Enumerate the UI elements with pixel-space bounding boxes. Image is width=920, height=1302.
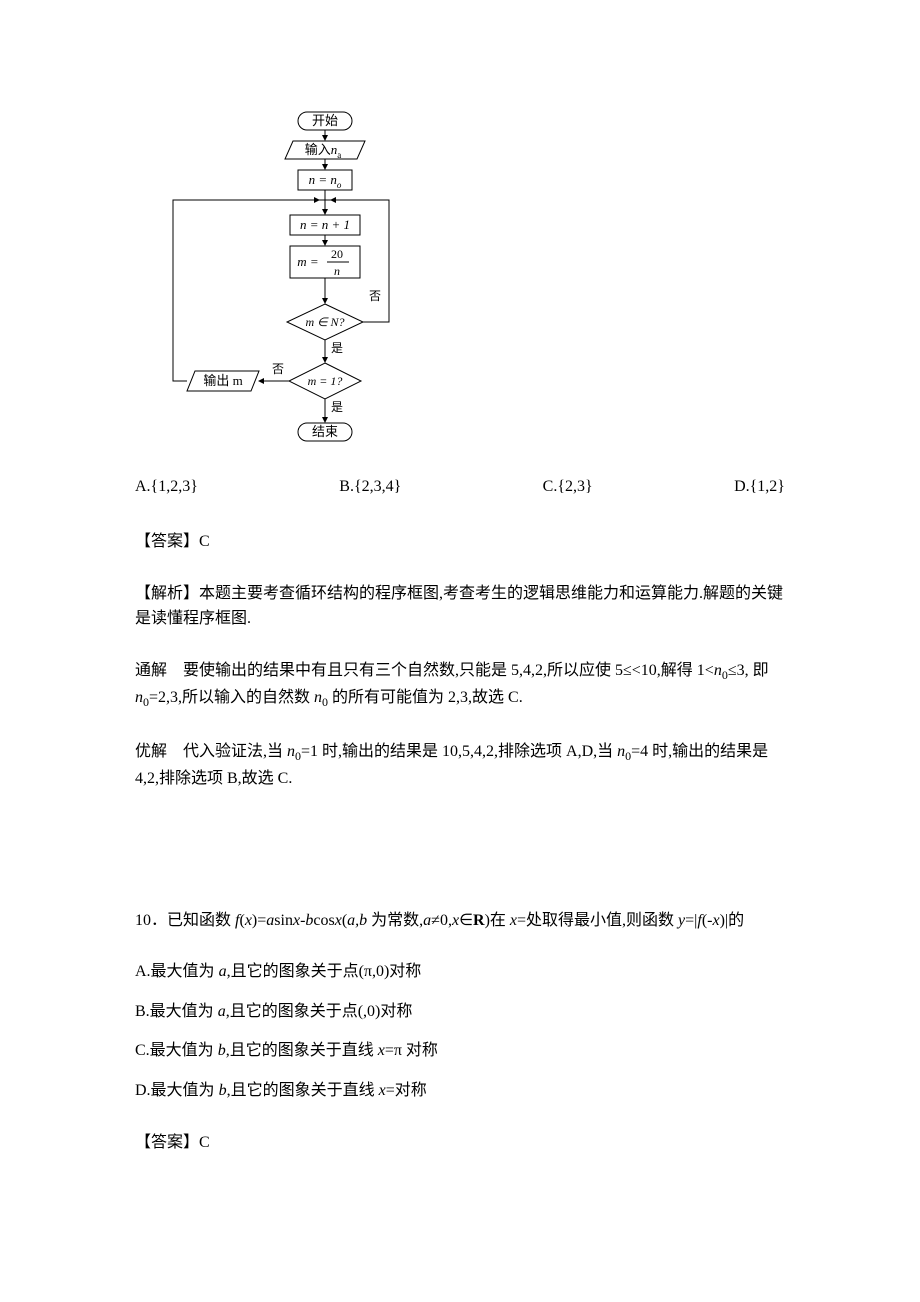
var-x: x xyxy=(452,912,459,929)
text: 的所有可能值为 2,3,故选 C. xyxy=(328,689,523,706)
options-row: A.{1,2,3} B.{2,3,4} C.{2,3} D.{1,2} xyxy=(135,474,785,500)
text: )= xyxy=(252,912,266,929)
text: B.最大值为 xyxy=(135,1003,218,1020)
flow-end: 结束 xyxy=(312,424,338,439)
var-x: x xyxy=(245,912,252,929)
text: ≤3, 即 xyxy=(728,662,769,679)
text: =2,3,所以输入的自然数 xyxy=(149,689,314,706)
text: 通解 要使输出的结果中有且只有三个自然数,只能是 5,4,2,所以应使 5≤<1… xyxy=(135,662,714,679)
var-ab: a,b xyxy=(347,912,367,929)
flow-cond1-no: 否 xyxy=(369,289,381,303)
text: 为常数, xyxy=(367,912,423,929)
text: )|的 xyxy=(720,912,745,929)
var-a: a xyxy=(218,1003,226,1020)
flow-m-eq-num: 20 xyxy=(331,247,343,261)
text: =π 对称 xyxy=(385,1042,438,1059)
q10-option-b: B.最大值为 a,且它的图象关于点(,0)对称 xyxy=(135,999,785,1025)
var-a: a xyxy=(219,963,227,980)
option-d: D.{1,2} xyxy=(734,474,785,500)
var-x: x xyxy=(379,1082,386,1099)
var-n0: n xyxy=(287,743,295,760)
var-x: x xyxy=(378,1042,385,1059)
text: ,且它的图象关于点(,0)对称 xyxy=(226,1003,413,1020)
text: =| xyxy=(685,912,697,929)
flowchart: 开始 输入na n = no n = n + 1 m = xyxy=(165,110,395,464)
flow-cond2: m = 1? xyxy=(308,374,343,388)
var-a: a xyxy=(423,912,431,929)
set-R: R xyxy=(473,912,485,929)
var-b: b xyxy=(218,1042,226,1059)
var-x: x xyxy=(713,912,720,929)
flow-output: 输出 m xyxy=(203,373,242,388)
text: A.最大值为 xyxy=(135,963,219,980)
var-n0: n xyxy=(314,689,322,706)
analysis-9-tong: 通解 要使输出的结果中有且只有三个自然数,只能是 5,4,2,所以应使 5≤<1… xyxy=(135,658,785,713)
flowchart-svg: 开始 输入na n = no n = n + 1 m = xyxy=(165,110,395,455)
text: cos xyxy=(313,912,334,929)
text: (- xyxy=(702,912,713,929)
analysis-9-intro: 【解析】本题主要考查循环结构的程序框图,考查考生的逻辑思维能力和运算能力.解题的… xyxy=(135,581,785,632)
spacer xyxy=(135,818,785,908)
var-x: x xyxy=(335,912,342,929)
page: 开始 输入na n = no n = n + 1 m = xyxy=(0,0,920,1302)
option-c: C.{2,3} xyxy=(543,474,593,500)
flow-cond2-no: 否 xyxy=(272,362,284,376)
option-b: B.{2,3,4} xyxy=(339,474,401,500)
text: ,且它的图象关于点(π,0)对称 xyxy=(227,963,422,980)
text: ,且它的图象关于直线 xyxy=(227,1082,379,1099)
answer-10: 【答案】C xyxy=(135,1130,785,1156)
text: 优解 代入验证法,当 xyxy=(135,743,287,760)
q10-number: 10． xyxy=(135,912,167,929)
question-10: 10．已知函数 f(x)=asinx-bcosx(a,b 为常数,a≠0,x∈R… xyxy=(135,908,785,934)
text: ,且它的图象关于直线 xyxy=(226,1042,378,1059)
text: ≠0, xyxy=(431,912,452,929)
q10-option-c: C.最大值为 b,且它的图象关于直线 x=π 对称 xyxy=(135,1038,785,1064)
q10-option-a: A.最大值为 a,且它的图象关于点(π,0)对称 xyxy=(135,959,785,985)
q10-option-d: D.最大值为 b,且它的图象关于直线 x=对称 xyxy=(135,1078,785,1104)
text: D.最大值为 xyxy=(135,1082,219,1099)
var-n0: n xyxy=(135,689,143,706)
text: ∈ xyxy=(459,912,473,929)
var-n0: n xyxy=(617,743,625,760)
option-a: A.{1,2,3} xyxy=(135,474,198,500)
var-n0: n xyxy=(714,662,722,679)
analysis-9-you: 优解 代入验证法,当 n0=1 时,输出的结果是 10,5,4,2,排除选项 A… xyxy=(135,739,785,792)
text: =1 时,输出的结果是 10,5,4,2,排除选项 A,D,当 xyxy=(301,743,617,760)
var-x: x xyxy=(510,912,517,929)
flow-cond2-yes: 是 xyxy=(331,400,343,414)
text: )在 xyxy=(485,912,510,929)
flow-m-eq-den: n xyxy=(334,264,340,278)
text: C.最大值为 xyxy=(135,1042,218,1059)
flow-start: 开始 xyxy=(312,113,338,128)
var-b: b xyxy=(219,1082,227,1099)
text: 已知函数 xyxy=(167,912,235,929)
flow-cond1-yes: 是 xyxy=(331,341,343,355)
flow-cond1: m ∈ N? xyxy=(305,315,344,329)
flow-m-eq-left: m = xyxy=(297,254,318,269)
flow-inc: n = n + 1 xyxy=(300,217,350,232)
var-x: x xyxy=(293,912,300,929)
text: =处取得最小值,则函数 xyxy=(517,912,678,929)
text: =对称 xyxy=(386,1082,427,1099)
answer-9: 【答案】C xyxy=(135,529,785,555)
text: sin xyxy=(274,912,293,929)
